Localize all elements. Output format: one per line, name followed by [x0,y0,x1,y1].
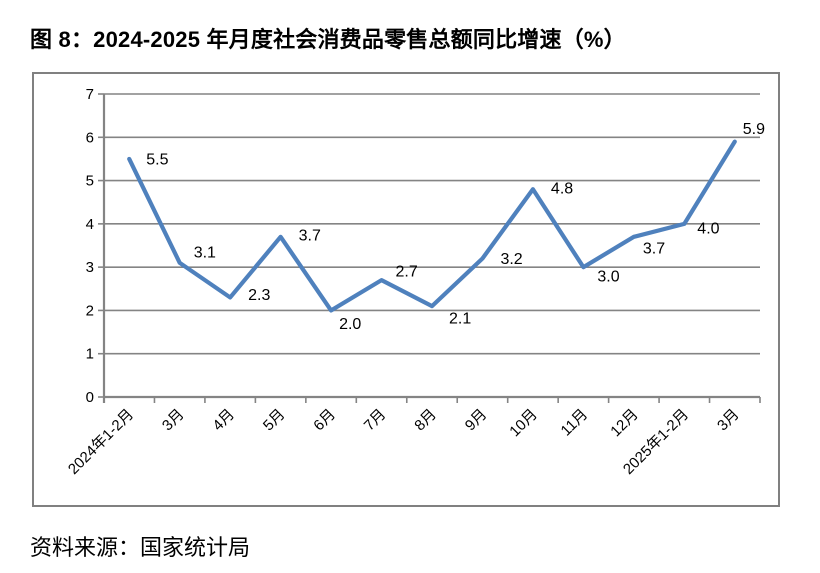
data-label: 5.5 [146,151,168,168]
data-label: 3.7 [299,227,321,244]
x-tick-label: 12月 [607,406,641,440]
source-text: 资料来源：国家统计局 [30,535,251,560]
x-tick-label: 10月 [506,406,540,440]
y-tick-label: 0 [86,389,94,406]
line-series [127,139,737,313]
x-tick-label: 3月 [159,406,188,435]
x-tick-label: 2024年1-2月 [65,406,137,478]
x-tick-label: 3月 [714,406,743,435]
y-tick-label: 6 [86,129,94,146]
data-label: 2.1 [449,311,471,328]
data-label: 2.7 [396,264,418,281]
x-tick-label: 4月 [209,406,238,435]
data-label: 2.3 [248,287,270,304]
x-tick-label: 7月 [361,406,390,435]
x-tick-label: 6月 [310,406,339,435]
y-tick-label: 4 [86,216,94,233]
x-tick-label: 9月 [462,406,491,435]
data-label: 2.0 [339,316,361,333]
y-tick-label: 5 [86,173,94,190]
chart-frame: 0 1 2 3 4 5 6 7 2024年1-2月 3月 4月 5月 6月 7月 8月 9月 10月 11月 12月… [32,72,780,507]
figure-title: 图 8：2024-2025 年月度社会消费品零售总额同比增速（%） [30,27,626,52]
line-chart: 0 1 2 3 4 5 6 7 2024年1-2月 3月 4月 5月 6月 7月 8月 9月 10月 11月 12月… [65,86,765,478]
x-tick-label: 11月 [558,406,592,440]
data-label: 5.9 [743,121,765,138]
y-tick-label: 2 [86,302,94,319]
y-tick-label: 7 [86,86,94,103]
y-tick-label: 1 [86,346,94,363]
data-label: 4.0 [697,220,719,237]
data-label: 3.2 [500,251,522,268]
y-tick-label: 3 [86,259,94,276]
data-label: 3.7 [643,240,665,257]
x-tick-label: 8月 [411,406,440,435]
data-label: 3.1 [194,244,216,261]
data-label: 4.8 [551,181,573,198]
data-label: 3.0 [597,269,619,286]
x-tick-label: 5月 [260,406,289,435]
